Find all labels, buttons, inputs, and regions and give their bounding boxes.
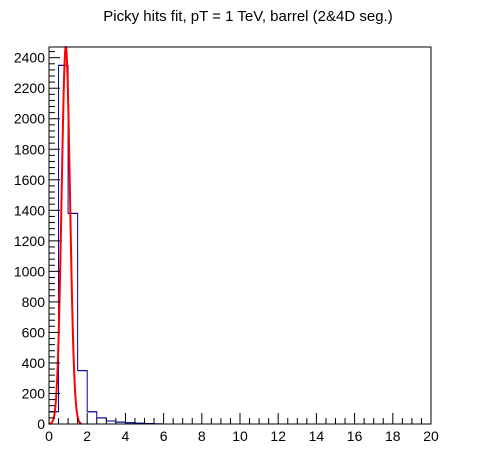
- y-tick-label: 2400: [14, 50, 45, 66]
- chart-title: Picky hits fit, pT = 1 TeV, barrel (2&4D…: [103, 8, 393, 25]
- x-tick-label: 4: [122, 428, 130, 444]
- x-tick-label: 6: [160, 428, 168, 444]
- y-tick-label: 2200: [14, 80, 45, 96]
- x-tick-label: 0: [45, 428, 53, 444]
- fit-curve-layer: [48, 45, 82, 425]
- x-tick-label: 16: [347, 428, 363, 444]
- y-tick-label: 1200: [14, 233, 45, 249]
- y-tick-label: 2000: [14, 111, 45, 127]
- gaussian-fit-curve: [48, 45, 82, 425]
- y-tick-label: 200: [22, 385, 46, 401]
- x-tick-label: 14: [309, 428, 325, 444]
- axes: 0 2 4 6 8 10 12 14 16 18 2002004006008001000120014…: [14, 50, 439, 444]
- y-tick-label: 1600: [14, 172, 45, 188]
- x-tick-label: 20: [423, 428, 439, 444]
- histogram-layer: [48, 64, 431, 425]
- histogram-outline: [48, 64, 431, 425]
- y-tick-label: 400: [22, 355, 46, 371]
- y-tick-label: 1800: [14, 141, 45, 157]
- y-tick-label: 0: [37, 416, 45, 432]
- y-tick-label: 1400: [14, 202, 45, 218]
- y-tick-label: 1000: [14, 263, 45, 279]
- x-tick-label: 12: [270, 428, 286, 444]
- x-tick-label: 8: [198, 428, 206, 444]
- plot-frame: [48, 46, 432, 425]
- x-tick-label: 18: [385, 428, 401, 444]
- y-tick-label: 600: [22, 324, 46, 340]
- y-tick-label: 800: [22, 294, 46, 310]
- x-tick-label: 10: [232, 428, 248, 444]
- x-tick-label: 2: [83, 428, 91, 444]
